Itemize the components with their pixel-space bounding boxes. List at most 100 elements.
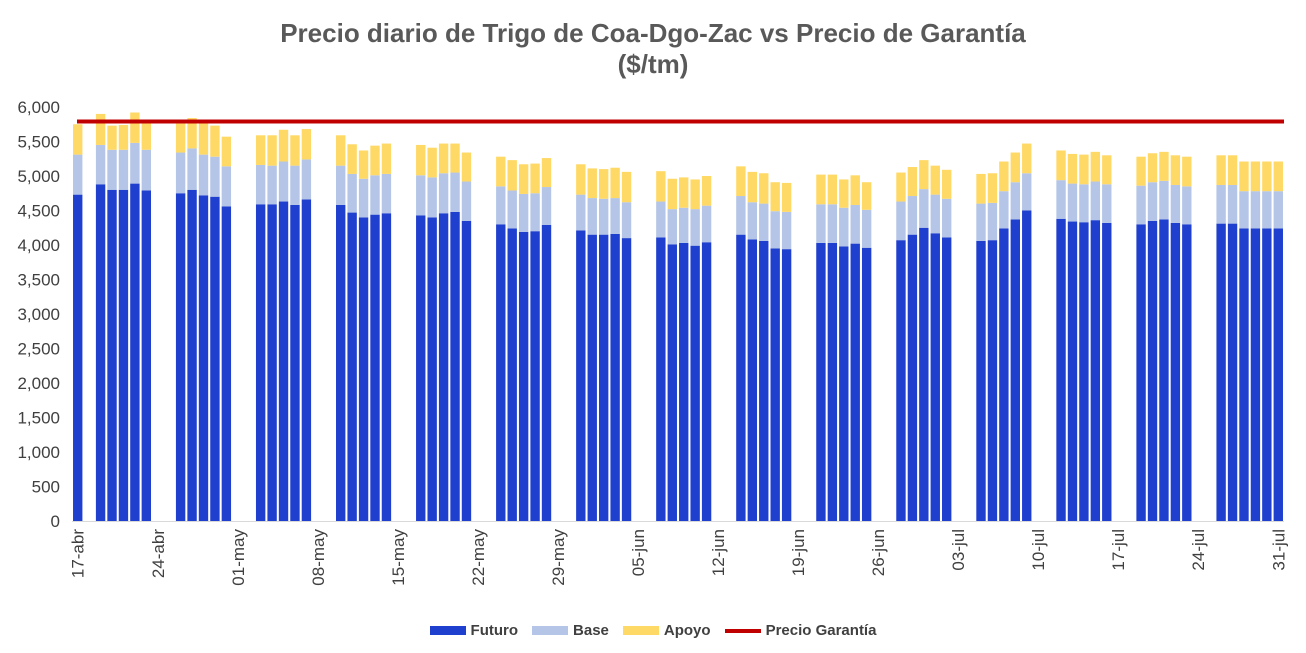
bar-apoyo <box>1159 151 1169 181</box>
bar-futuro <box>1250 228 1261 521</box>
bar-base <box>358 178 369 218</box>
y-tick-label: 2,000 <box>17 374 60 393</box>
bar-apoyo <box>255 135 266 165</box>
bar-apoyo <box>290 135 300 166</box>
bar-base <box>576 194 586 231</box>
bar-apoyo <box>1010 152 1020 183</box>
x-tick-label: 12-jun <box>709 529 728 576</box>
bar-futuro <box>73 194 83 521</box>
bar-base <box>1022 173 1032 211</box>
bar-apoyo <box>427 147 437 178</box>
legend-label-base: Base <box>573 622 609 639</box>
legend-swatch-apoyo <box>622 626 659 635</box>
bar-base <box>1056 180 1066 219</box>
x-tick-label: 08-may <box>309 529 328 586</box>
bar-apoyo <box>1102 155 1112 185</box>
bar-base <box>942 198 952 238</box>
bar-futuro <box>347 212 357 521</box>
y-tick-label: 1,500 <box>17 409 60 428</box>
bar-base <box>370 175 380 215</box>
bar-futuro <box>198 195 209 521</box>
bar-base <box>1102 184 1112 223</box>
bar-base <box>1136 185 1146 225</box>
bar-base <box>450 172 460 212</box>
bar-futuro <box>1216 223 1226 522</box>
bar-base <box>976 203 986 241</box>
bar-base <box>1010 182 1020 220</box>
bar-base <box>187 148 197 190</box>
bar-apoyo <box>839 179 849 208</box>
bar-futuro <box>358 217 369 521</box>
bar-base <box>736 196 746 235</box>
bar-apoyo <box>541 158 552 188</box>
bar-apoyo <box>850 175 860 205</box>
bar-base <box>667 209 677 245</box>
bar-futuro <box>130 183 140 521</box>
bar-base <box>679 207 689 243</box>
bar-base <box>930 194 940 234</box>
bar-futuro <box>496 224 506 522</box>
bar-apoyo <box>450 143 460 173</box>
bar-apoyo <box>278 129 289 162</box>
bar-futuro <box>427 217 437 521</box>
bar-base <box>816 204 826 243</box>
y-tick-label: 1,000 <box>17 443 60 462</box>
bar-apoyo <box>381 143 392 174</box>
bar-base <box>747 202 758 240</box>
bar-futuro <box>518 231 529 521</box>
x-tick-label: 05-jun <box>629 529 648 576</box>
bar-apoyo <box>1022 143 1032 174</box>
bar-apoyo <box>1170 155 1181 185</box>
bar-futuro <box>747 239 758 522</box>
bar-apoyo <box>598 169 609 199</box>
bar-apoyo <box>896 172 906 202</box>
bar-futuro <box>118 189 129 522</box>
bar-apoyo <box>1273 161 1283 192</box>
x-tick-label: 19-jun <box>789 529 808 576</box>
bar-apoyo <box>370 145 380 176</box>
bar-base <box>1250 191 1261 229</box>
bar-apoyo <box>301 129 312 160</box>
bar-base <box>95 144 106 185</box>
bar-apoyo <box>781 182 792 212</box>
bar-apoyo <box>942 169 952 199</box>
bar-apoyo <box>679 177 689 208</box>
bar-base <box>278 161 289 202</box>
bar-futuro <box>827 242 838 521</box>
bar-apoyo <box>576 164 586 195</box>
bar-apoyo <box>907 167 918 197</box>
bar-futuro <box>1136 224 1146 522</box>
bar-base <box>210 156 220 197</box>
bar-futuro <box>141 190 152 522</box>
x-tick-label: 24-jul <box>1189 529 1208 571</box>
legend-item-precio-garantia: Precio Garantía <box>724 622 876 639</box>
bar-futuro <box>1147 220 1158 521</box>
bar-apoyo <box>1182 156 1192 187</box>
legend-swatch-futuro <box>429 626 466 635</box>
chart-title-line1: Precio diario de Trigo de Coa-Dgo-Zac vs… <box>280 18 1026 48</box>
chart-subtitle: ($/tm) <box>617 49 689 79</box>
bar-base <box>1067 183 1078 222</box>
y-tick-label: 5,500 <box>17 133 60 152</box>
legend-item-apoyo: Apoyo <box>622 622 711 639</box>
legend-item-futuro: Futuro <box>429 622 518 639</box>
bar-base <box>1079 184 1089 223</box>
bar-futuro <box>336 204 346 522</box>
bar-apoyo <box>198 122 209 155</box>
bar-futuro <box>759 240 769 522</box>
x-tick-label: 17-abr <box>69 529 88 578</box>
x-tick-label: 22-may <box>469 529 488 586</box>
bar-apoyo <box>621 171 632 203</box>
bar-base <box>1239 191 1249 229</box>
bar-futuro <box>1067 221 1078 522</box>
chart-title: Precio diario de Trigo de Coa-Dgo-Zac vs… <box>0 18 1306 80</box>
bar-apoyo <box>1239 161 1249 192</box>
bar-apoyo <box>416 144 426 176</box>
bar-apoyo <box>461 152 472 182</box>
y-tick-label: 4,500 <box>17 202 60 221</box>
bar-apoyo <box>438 143 449 174</box>
bar-futuro <box>576 230 586 521</box>
bar-base <box>175 152 186 194</box>
bar-futuro <box>507 228 517 521</box>
bar-futuro <box>896 240 906 522</box>
